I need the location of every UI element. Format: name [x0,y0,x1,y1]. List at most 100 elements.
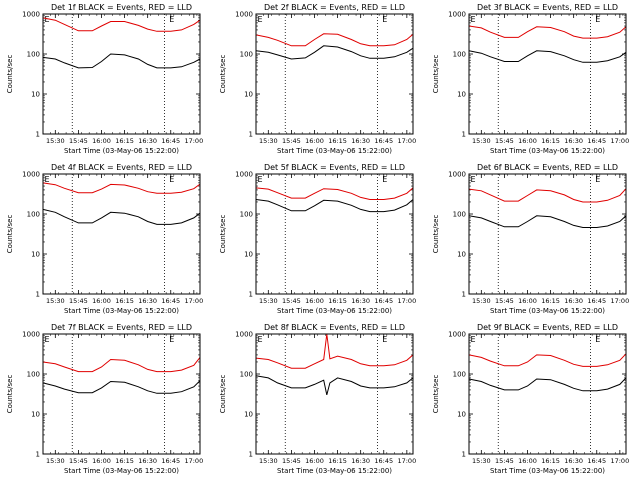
x-tick-label: 16:45 [161,297,180,305]
series-line-lld [42,357,201,373]
chart-panel-3: Det 3f BLACK = Events, RED = LLD Counts/s… [432,3,629,155]
y-tick-label: 1000 [448,171,466,179]
x-tick-label: 16:00 [92,297,111,305]
x-tick-label: 16:45 [374,297,393,305]
x-tick-label: 17:00 [397,137,416,145]
y-axis-label: Counts/sec [432,215,440,254]
x-axis-label: Start Time (03-May-06 15:22:00) [64,467,179,475]
x-tick-label: 15:30 [472,457,491,465]
y-tick-label: 100 [453,211,466,219]
x-tick-label: 16:30 [564,297,583,305]
y-tick-label: 1000 [235,171,253,179]
y-axis-label: Counts/sec [6,375,14,414]
series-line-lld [42,17,201,32]
x-axis-label: Start Time (03-May-06 15:22:00) [490,147,605,155]
y-tick-label: 1000 [22,171,40,179]
y-tick-label: 10 [244,251,253,259]
chart-title: Det 6f BLACK = Events, RED = LLD [477,163,618,172]
y-tick-label: 1000 [22,11,40,19]
series-line-events [255,199,414,213]
event-marker: E [45,335,50,344]
x-tick-label: 16:30 [138,297,157,305]
series-line-events [255,45,414,60]
x-tick-label: 16:45 [587,297,606,305]
y-tick-label: 1 [36,451,40,459]
x-tick-label: 16:15 [328,457,347,465]
x-tick-label: 16:15 [115,297,134,305]
event-marker: E [258,175,263,184]
x-tick-label: 17:00 [610,137,629,145]
y-tick-label: 1 [462,131,466,139]
x-tick-label: 17:00 [184,297,203,305]
y-tick-label: 100 [27,371,40,379]
x-tick-label: 16:45 [374,137,393,145]
x-tick-label: 15:45 [69,457,88,465]
x-tick-label: 17:00 [184,457,203,465]
event-marker: E [382,335,387,344]
plot-frame [42,173,201,295]
x-tick-label: 16:15 [541,297,560,305]
y-tick-label: 1000 [235,11,253,19]
x-tick-label: 15:30 [259,137,278,145]
x-tick-label: 16:30 [564,137,583,145]
x-axis-label: Start Time (03-May-06 15:22:00) [64,307,179,315]
event-marker: E [45,15,50,24]
y-tick-label: 1000 [448,331,466,339]
x-tick-label: 15:30 [259,297,278,305]
x-tick-label: 15:30 [472,137,491,145]
x-tick-label: 16:30 [351,297,370,305]
x-axis-label: Start Time (03-May-06 15:22:00) [490,307,605,315]
x-tick-label: 15:45 [282,297,301,305]
y-tick-label: 10 [457,251,466,259]
chart-panel-6: Det 6f BLACK = Events, RED = LLD Counts/s… [432,163,629,315]
y-tick-label: 1 [462,291,466,299]
x-tick-label: 16:00 [305,457,324,465]
y-tick-label: 10 [457,91,466,99]
x-axis-label: Start Time (03-May-06 15:22:00) [277,307,392,315]
x-tick-label: 16:30 [351,137,370,145]
x-tick-label: 16:00 [92,137,111,145]
event-marker: E [595,175,600,184]
x-tick-label: 17:00 [397,297,416,305]
y-tick-label: 10 [244,91,253,99]
series-line-events [468,377,627,392]
y-tick-label: 1 [36,291,40,299]
y-tick-label: 1 [249,451,253,459]
x-tick-label: 15:45 [282,457,301,465]
y-tick-label: 1000 [22,331,40,339]
chart-title: Det 4f BLACK = Events, RED = LLD [51,163,192,172]
event-marker: E [45,175,50,184]
plot-frame [468,333,627,455]
chart-panel-1: Det 1f BLACK = Events, RED = LLD Counts/s… [6,3,203,155]
x-tick-label: 15:45 [69,137,88,145]
x-tick-label: 16:00 [92,457,111,465]
plot-frame [42,333,201,455]
chart-panel-4: Det 4f BLACK = Events, RED = LLD Counts/s… [6,163,203,315]
y-tick-label: 10 [457,411,466,419]
x-tick-label: 15:30 [259,457,278,465]
x-tick-label: 17:00 [397,457,416,465]
y-tick-label: 100 [240,51,253,59]
chart-title: Det 1f BLACK = Events, RED = LLD [51,3,192,12]
x-axis-label: Start Time (03-May-06 15:22:00) [490,467,605,475]
series-line-lld [42,182,201,194]
series-line-events [468,50,627,63]
x-tick-label: 17:00 [184,137,203,145]
x-tick-label: 16:30 [138,137,157,145]
x-axis-label: Start Time (03-May-06 15:22:00) [277,467,392,475]
y-axis-label: Counts/sec [6,215,14,254]
y-tick-label: 10 [244,411,253,419]
x-tick-label: 16:15 [328,137,347,145]
x-tick-label: 15:45 [495,457,514,465]
chart-panel-7: Det 7f BLACK = Events, RED = LLD Counts/s… [6,323,203,475]
chart-title: Det 2f BLACK = Events, RED = LLD [264,3,405,12]
x-axis-label: Start Time (03-May-06 15:22:00) [277,147,392,155]
x-tick-label: 17:00 [610,457,629,465]
event-marker: E [258,15,263,24]
x-tick-label: 16:45 [161,457,180,465]
series-line-lld [255,33,414,47]
chart-title: Det 9f BLACK = Events, RED = LLD [477,323,618,332]
x-tick-label: 16:15 [115,457,134,465]
y-axis-label: Counts/sec [219,55,227,94]
